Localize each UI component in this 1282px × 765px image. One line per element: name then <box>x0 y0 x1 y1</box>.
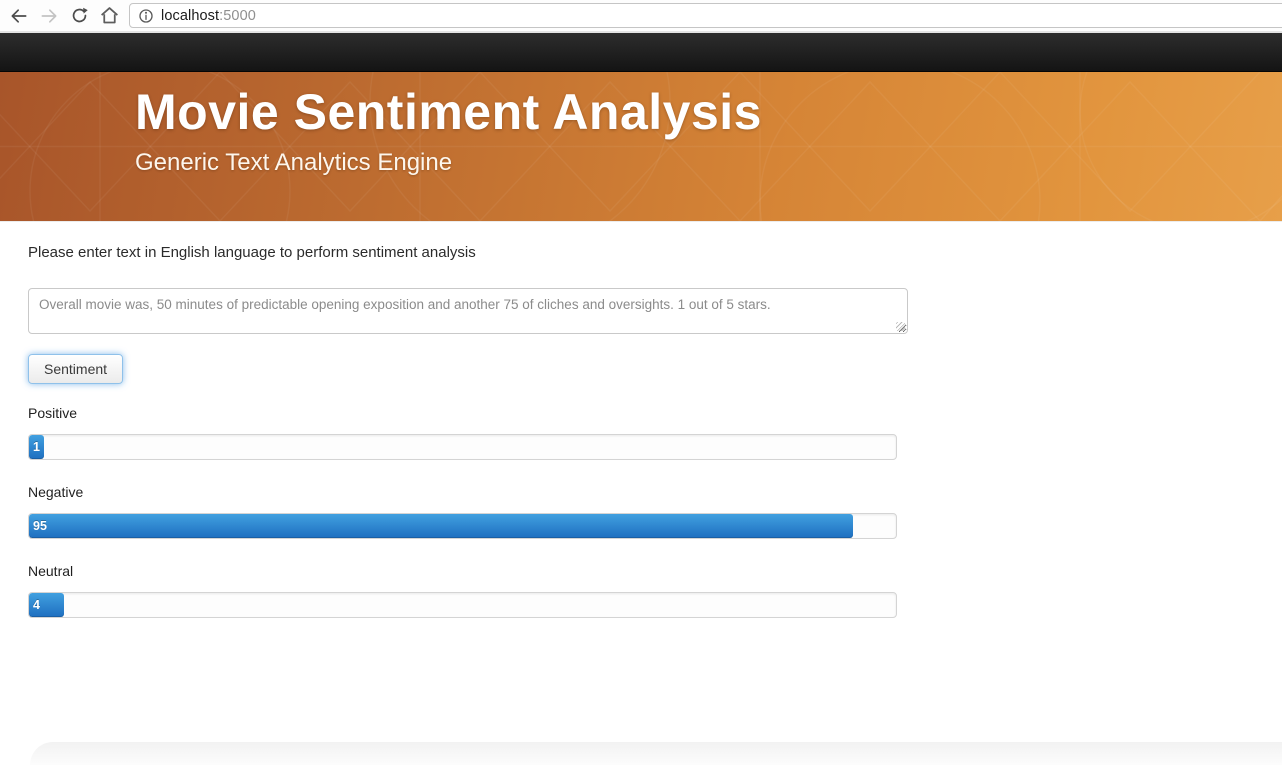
neutral-progress-fill: 4 <box>29 593 64 617</box>
app-navbar <box>0 33 1282 72</box>
forward-arrow-icon <box>41 8 57 23</box>
url-text: localhost:5000 <box>161 7 256 24</box>
neutral-progress-bar: 4 <box>28 592 897 618</box>
results-section: Positive 1 Negative 95 Neutral 4 <box>28 405 897 618</box>
negative-progress-fill: 95 <box>29 514 853 538</box>
hero-header: Movie Sentiment Analysis Generic Text An… <box>0 72 1282 222</box>
reload-icon <box>72 7 88 23</box>
positive-progress-fill: 1 <box>29 435 44 459</box>
neutral-label: Neutral <box>28 563 74 579</box>
instruction-text: Please enter text in English language to… <box>28 244 476 261</box>
site-info-icon[interactable] <box>138 8 154 24</box>
back-button[interactable] <box>8 5 30 27</box>
negative-label: Negative <box>28 484 84 500</box>
sentiment-text-input[interactable]: Overall movie was, 50 minutes of predict… <box>28 288 908 334</box>
address-bar[interactable]: localhost:5000 <box>129 3 1282 28</box>
page-title: Movie Sentiment Analysis <box>135 84 762 140</box>
footer-panel <box>30 742 1282 765</box>
positive-progress-bar: 1 <box>28 434 897 460</box>
home-button[interactable] <box>98 5 120 27</box>
page-subtitle: Generic Text Analytics Engine <box>135 149 453 176</box>
sentiment-button[interactable]: Sentiment <box>28 354 124 384</box>
main-content: Please enter text in English language to… <box>0 222 1282 618</box>
home-icon <box>100 7 118 24</box>
back-arrow-icon <box>11 8 27 23</box>
reload-button[interactable] <box>68 5 90 27</box>
negative-progress-bar: 95 <box>28 513 897 539</box>
positive-label: Positive <box>28 405 78 421</box>
forward-button[interactable] <box>38 5 60 27</box>
browser-toolbar: localhost:5000 <box>0 0 1282 33</box>
